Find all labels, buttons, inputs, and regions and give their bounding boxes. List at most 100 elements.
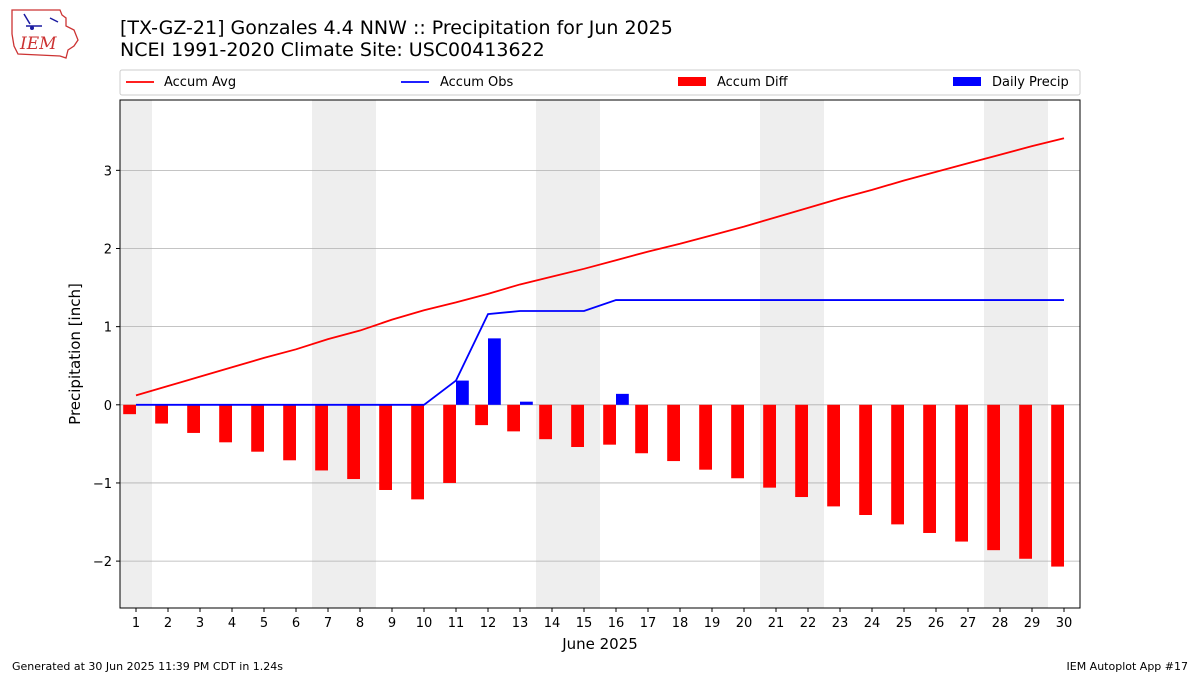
accum-diff-bar-day-25 <box>891 404 904 525</box>
accum-diff-bar-day-28 <box>987 404 1000 551</box>
lines <box>135 137 1065 406</box>
ytick-label: 1 <box>104 321 112 336</box>
accum-diff-bar-day-21 <box>763 404 776 488</box>
daily-precip-bar-day-16 <box>616 393 629 405</box>
xtick-label: 19 <box>704 616 721 631</box>
ytick-label: 2 <box>104 242 112 257</box>
xtick-label: 8 <box>356 616 364 631</box>
xtick-label: 26 <box>928 616 945 631</box>
daily-precip-bar-day-12 <box>488 338 501 405</box>
y-axis-label: Precipitation [inch] <box>66 283 84 425</box>
accum-diff-bar-day-22 <box>795 404 808 498</box>
legend-swatch-accum-diff <box>678 77 706 86</box>
xtick-label: 5 <box>260 616 268 631</box>
ytick-label: −2 <box>93 555 112 570</box>
xtick-label: 23 <box>832 616 849 631</box>
wind-arrow-icon <box>23 13 59 27</box>
accum-diff-bar-day-23 <box>827 404 840 507</box>
accum-obs-line <box>136 299 1064 406</box>
accum-diff-bar-day-20 <box>731 404 744 479</box>
weekend-shade-day-15 <box>568 100 600 608</box>
accum-diff-bar-day-10 <box>411 404 424 500</box>
accum-diff-bar-day-16 <box>603 404 616 445</box>
chart-title: [TX-GZ-21] Gonzales 4.4 NNW :: Precipita… <box>120 17 673 39</box>
xtick-label: 10 <box>416 616 433 631</box>
accum-diff-bar-day-9 <box>379 404 392 490</box>
daily-precip-bar-day-13 <box>520 401 533 405</box>
accum-diff-bar-day-5 <box>251 404 264 452</box>
weekend-shade-day-14 <box>536 100 568 608</box>
accum-diff-bar-day-1 <box>123 404 136 415</box>
accum-diff-bar-day-15 <box>571 404 584 448</box>
plot-frame <box>119 99 1081 609</box>
xtick-label: 16 <box>608 616 625 631</box>
xtick-label: 7 <box>324 616 332 631</box>
logo-text: IEM <box>19 34 57 54</box>
xtick-label: 27 <box>960 616 977 631</box>
xtick-label: 9 <box>388 616 396 631</box>
xtick-label: 13 <box>512 616 529 631</box>
y-axis: −2 −1 0 1 2 3 <box>93 164 120 570</box>
accum-diff-bar-day-14 <box>539 404 552 440</box>
ytick-label: 3 <box>104 164 112 179</box>
station-dot <box>30 26 34 30</box>
xtick-label: 24 <box>864 616 881 631</box>
weekend-shade-day-22 <box>792 100 824 608</box>
ytick-label: 0 <box>104 399 112 414</box>
legend-label-daily-precip: Daily Precip <box>992 75 1069 90</box>
accum-diff-bar-day-6 <box>283 404 296 461</box>
accum-diff-bar-day-17 <box>635 404 648 454</box>
state-outline <box>11 9 79 59</box>
accum-diff-bar-day-18 <box>667 404 680 462</box>
xtick-label: 20 <box>736 616 753 631</box>
x-axis-label: June 2025 <box>561 635 638 653</box>
chart-subtitle: NCEI 1991-2020 Climate Site: USC00413622 <box>120 39 545 61</box>
accum-diff-bar-day-26 <box>923 404 936 533</box>
accum-diff-bar-day-7 <box>315 404 328 471</box>
x-axis: 1 2 3 4 5 6 7 8 9 10 11 12 13 14 15 16 17 18 19 20 21 22 23 24 2… <box>132 608 1072 631</box>
accum-diff-bar-day-30 <box>1051 404 1064 567</box>
xtick-label: 4 <box>228 616 236 631</box>
xtick-label: 17 <box>640 616 657 631</box>
weekend-shade-day-7 <box>312 100 344 608</box>
accum-diff-bar-day-2 <box>155 404 168 424</box>
xtick-label: 14 <box>544 616 561 631</box>
accum-diff-bar-day-8 <box>347 404 360 480</box>
weekend-shade-day-8 <box>344 100 376 608</box>
weekend-shade-day-1 <box>120 100 152 608</box>
legend-label-accum-obs: Accum Obs <box>440 75 513 90</box>
xtick-label: 6 <box>292 616 300 631</box>
accum-diff-bar-day-29 <box>1019 404 1032 559</box>
accum-diff-bar-day-12 <box>475 404 488 426</box>
accum-diff-bar-day-24 <box>859 404 872 515</box>
accum-diff-bar-day-3 <box>187 404 200 433</box>
xtick-label: 29 <box>1024 616 1041 631</box>
legend-box <box>119 69 1081 96</box>
xtick-label: 15 <box>576 616 593 631</box>
iem-logo: IEM <box>11 9 79 59</box>
xtick-label: 11 <box>448 616 465 631</box>
xtick-label: 21 <box>768 616 785 631</box>
xtick-label: 25 <box>896 616 913 631</box>
accum-diff-bar-day-27 <box>955 404 968 542</box>
xtick-label: 1 <box>132 616 140 631</box>
xtick-label: 30 <box>1056 616 1073 631</box>
accum-diff-bar-day-19 <box>699 404 712 470</box>
generated-timestamp: Generated at 30 Jun 2025 11:39 PM CDT in… <box>12 660 284 673</box>
xtick-label: 12 <box>480 616 497 631</box>
weekend-shading <box>120 100 1048 608</box>
xtick-label: 28 <box>992 616 1009 631</box>
xtick-label: 22 <box>800 616 817 631</box>
xtick-label: 2 <box>164 616 172 631</box>
xtick-label: 18 <box>672 616 689 631</box>
xtick-label: 3 <box>196 616 204 631</box>
app-credit: IEM Autoplot App #17 <box>1066 660 1189 673</box>
accum-diff-bar-day-13 <box>507 404 520 432</box>
legend-swatch-daily-precip <box>953 77 981 86</box>
weekend-shade-day-21 <box>760 100 792 608</box>
bars <box>123 338 1064 567</box>
ytick-label: −1 <box>93 477 112 492</box>
legend: Accum Avg Accum Obs Accum Diff Daily Pre… <box>119 69 1081 96</box>
accum-diff-bar-day-4 <box>219 404 232 443</box>
